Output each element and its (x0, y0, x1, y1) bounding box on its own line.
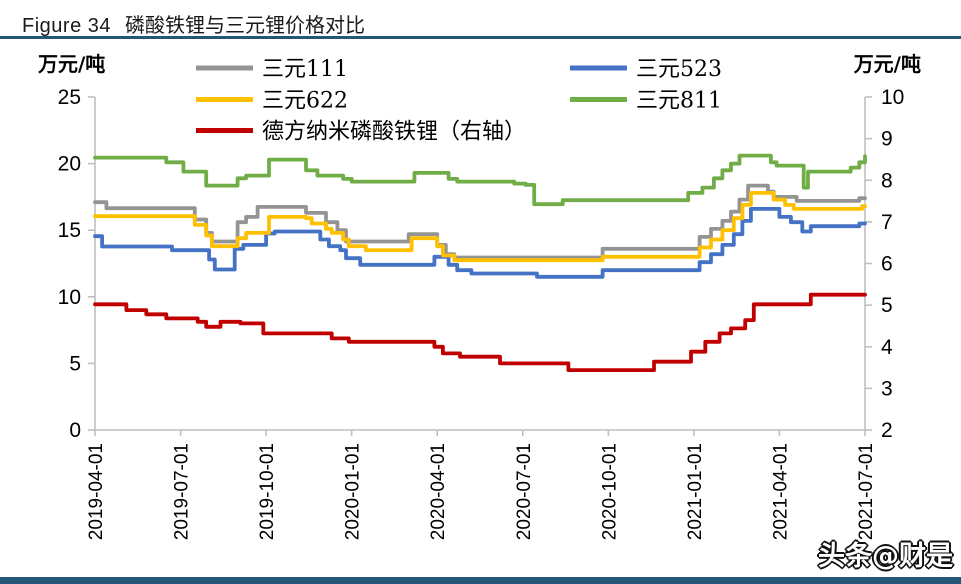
title-underline-rule (0, 36, 961, 39)
x-axis-label: 2019-10-01 (257, 443, 278, 540)
legend-label: 三元811 (636, 89, 722, 114)
right-axis-tick-label: 7 (881, 211, 893, 234)
x-axis-label: 2021-01-01 (685, 443, 706, 540)
x-axis-label: 2020-07-01 (514, 443, 535, 540)
right-axis-tick-label: 10 (881, 86, 904, 109)
x-axis-label: 2020-04-01 (428, 443, 449, 540)
figure-title: Figure 34 磷酸铁锂与三元锂价格对比 (22, 9, 365, 38)
left-axis-tick-label: 20 (58, 153, 81, 176)
x-axis-label: 2019-04-01 (86, 443, 107, 540)
series-line-4 (93, 292, 867, 372)
right-axis-tick-label: 3 (881, 377, 893, 400)
x-axis-label: 2020-10-01 (599, 443, 620, 540)
left-axis-tick-label: 10 (58, 286, 81, 309)
legend-label: 德方纳米磷酸铁锂（右轴） (262, 120, 526, 145)
right-axis-tick-label: 5 (881, 294, 893, 317)
x-axis-label: 2019-07-01 (172, 443, 193, 540)
right-axis-tick-label: 2 (881, 419, 893, 442)
right-axis-tick-label: 6 (881, 253, 893, 276)
figure-title-text: 磷酸铁锂与三元锂价格对比 (125, 13, 365, 37)
series-line-1 (93, 207, 867, 279)
legend-label: 三元111 (262, 57, 348, 82)
left-axis-tick-label: 15 (58, 219, 81, 242)
x-axis-label: 2020-01-01 (343, 443, 364, 540)
series-line-2 (93, 191, 867, 263)
right-axis-tick-label: 8 (881, 169, 893, 192)
series-line-3 (93, 153, 867, 207)
figure-number: Figure 34 (22, 15, 111, 37)
x-axis-label: 2021-07-01 (856, 443, 877, 540)
left-axis-unit: 万元/吨 (38, 52, 106, 76)
right-axis-tick-label: 9 (881, 128, 893, 151)
right-axis-tick-label: 4 (881, 336, 893, 359)
left-axis-tick-label: 25 (58, 86, 81, 109)
bottom-bar (0, 577, 961, 584)
left-axis-tick-label: 5 (69, 352, 81, 375)
right-axis-unit: 万元/吨 (853, 52, 921, 76)
legend-label: 三元523 (636, 57, 722, 82)
legend-label: 三元622 (262, 89, 348, 114)
x-axis-label: 2021-04-01 (770, 443, 791, 540)
left-axis-tick-label: 0 (69, 419, 81, 442)
watermark: 头条@财是 (818, 541, 953, 572)
